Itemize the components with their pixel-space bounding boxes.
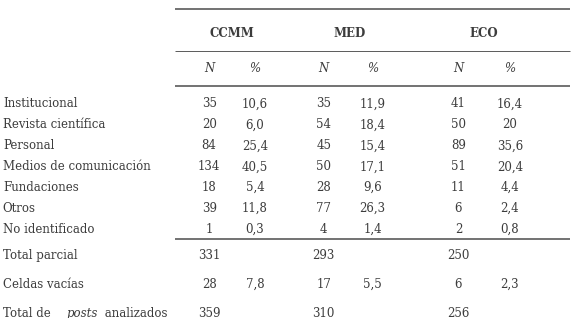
Text: 0,3: 0,3 — [246, 223, 264, 236]
Text: ECO: ECO — [470, 27, 499, 40]
Text: 134: 134 — [198, 160, 221, 173]
Text: 77: 77 — [316, 202, 331, 215]
Text: 11: 11 — [451, 181, 466, 194]
Text: 25,4: 25,4 — [242, 139, 268, 152]
Text: CCMM: CCMM — [210, 27, 254, 40]
Text: 17: 17 — [316, 278, 331, 291]
Text: Institucional: Institucional — [3, 97, 77, 110]
Text: 256: 256 — [447, 308, 470, 318]
Text: 51: 51 — [451, 160, 466, 173]
Text: 50: 50 — [316, 160, 331, 173]
Text: 18: 18 — [202, 181, 217, 194]
Text: 35: 35 — [316, 97, 331, 110]
Text: 10,6: 10,6 — [242, 97, 268, 110]
Text: 35: 35 — [202, 97, 217, 110]
Text: 4,4: 4,4 — [501, 181, 519, 194]
Text: 84: 84 — [202, 139, 217, 152]
Text: 250: 250 — [447, 249, 470, 262]
Text: 15,4: 15,4 — [359, 139, 386, 152]
Text: 16,4: 16,4 — [497, 97, 523, 110]
Text: 40,5: 40,5 — [242, 160, 268, 173]
Text: 331: 331 — [198, 249, 221, 262]
Text: 17,1: 17,1 — [359, 160, 386, 173]
Text: 20,4: 20,4 — [497, 160, 523, 173]
Text: analizados: analizados — [101, 308, 168, 318]
Text: 28: 28 — [316, 181, 331, 194]
Text: MED: MED — [333, 27, 366, 40]
Text: 11,8: 11,8 — [242, 202, 268, 215]
Text: 9,6: 9,6 — [363, 181, 382, 194]
Text: 20: 20 — [202, 118, 217, 131]
Text: No identificado: No identificado — [3, 223, 95, 236]
Text: 7,8: 7,8 — [246, 278, 264, 291]
Text: 35,6: 35,6 — [497, 139, 523, 152]
Text: 1,4: 1,4 — [363, 223, 382, 236]
Text: 359: 359 — [198, 308, 221, 318]
Text: 2,3: 2,3 — [501, 278, 519, 291]
Text: 41: 41 — [451, 97, 466, 110]
Text: Revista científica: Revista científica — [3, 118, 105, 131]
Text: posts: posts — [66, 308, 97, 318]
Text: %: % — [249, 62, 261, 75]
Text: %: % — [367, 62, 378, 75]
Text: 54: 54 — [316, 118, 331, 131]
Text: 293: 293 — [312, 249, 335, 262]
Text: 26,3: 26,3 — [359, 202, 386, 215]
Text: 6: 6 — [454, 202, 462, 215]
Text: %: % — [504, 62, 516, 75]
Text: 310: 310 — [312, 308, 335, 318]
Text: 2,4: 2,4 — [501, 202, 519, 215]
Text: 4: 4 — [320, 223, 328, 236]
Text: 89: 89 — [451, 139, 466, 152]
Text: 39: 39 — [202, 202, 217, 215]
Text: 28: 28 — [202, 278, 217, 291]
Text: Fundaciones: Fundaciones — [3, 181, 79, 194]
Text: 20: 20 — [503, 118, 517, 131]
Text: 6: 6 — [454, 278, 462, 291]
Text: 11,9: 11,9 — [359, 97, 386, 110]
Text: Personal: Personal — [3, 139, 54, 152]
Text: Celdas vacías: Celdas vacías — [3, 278, 84, 291]
Text: N: N — [453, 62, 464, 75]
Text: 1: 1 — [206, 223, 213, 236]
Text: 6,0: 6,0 — [246, 118, 264, 131]
Text: Medios de comunicación: Medios de comunicación — [3, 160, 151, 173]
Text: Total parcial: Total parcial — [3, 249, 77, 262]
Text: 45: 45 — [316, 139, 331, 152]
Text: 5,5: 5,5 — [363, 278, 382, 291]
Text: Otros: Otros — [3, 202, 36, 215]
Text: 18,4: 18,4 — [359, 118, 386, 131]
Text: 0,8: 0,8 — [501, 223, 519, 236]
Text: Total de: Total de — [3, 308, 54, 318]
Text: 2: 2 — [455, 223, 462, 236]
Text: 50: 50 — [451, 118, 466, 131]
Text: 5,4: 5,4 — [246, 181, 264, 194]
Text: N: N — [204, 62, 214, 75]
Text: N: N — [319, 62, 329, 75]
